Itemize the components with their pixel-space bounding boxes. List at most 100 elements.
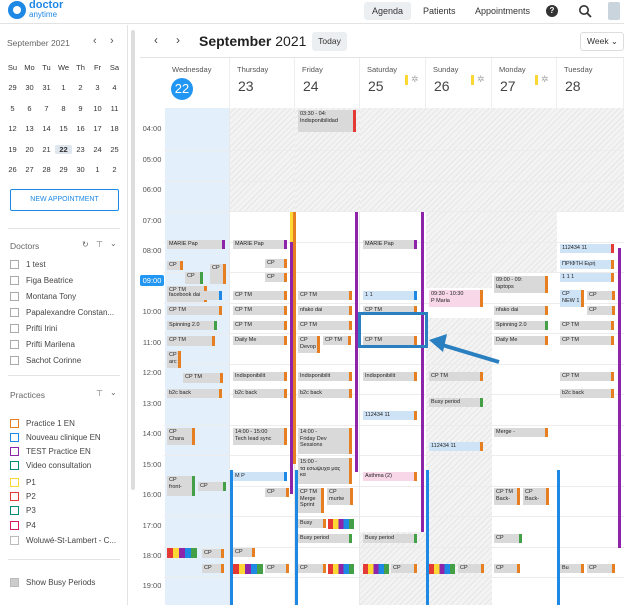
show-busy-toggle[interactable]: Show Busy Periods — [10, 578, 122, 587]
mini-day[interactable]: 30 — [25, 83, 34, 93]
event[interactable]: CP — [265, 488, 289, 497]
event[interactable]: MARIE Pap — [167, 240, 225, 249]
prev-week-icon[interactable]: ‹ — [154, 33, 158, 47]
event[interactable]: 03:30 - 04: Indisponibilidad — [298, 110, 356, 132]
event[interactable]: 112434 11 — [363, 411, 417, 420]
event[interactable]: Spinning 2.0 — [494, 321, 548, 330]
mini-day[interactable]: 16 — [76, 124, 85, 134]
chevron-down-icon[interactable]: ⌄ — [110, 239, 117, 248]
mini-day[interactable]: 3 — [95, 83, 100, 93]
checkbox[interactable] — [10, 419, 19, 428]
event[interactable]: CP Chara — [167, 428, 195, 445]
practice-item[interactable]: TEST Practice EN — [10, 447, 122, 456]
event[interactable]: CP TM — [233, 291, 287, 300]
practice-item[interactable]: P3 — [10, 506, 122, 515]
event[interactable]: CP — [587, 291, 615, 300]
today-button[interactable]: Today — [312, 32, 347, 51]
event-stack[interactable] — [363, 564, 389, 574]
mini-day[interactable]: 29 — [59, 165, 68, 175]
event[interactable]: CP — [202, 564, 224, 573]
event[interactable]: CP — [391, 564, 417, 573]
event[interactable]: Indisponibilit — [233, 372, 287, 381]
event[interactable]: CP NEW 1 — [560, 290, 584, 307]
mini-day[interactable]: 29 — [8, 83, 17, 93]
event[interactable]: CP — [298, 564, 326, 573]
checkbox[interactable] — [10, 461, 19, 470]
gear-icon[interactable]: ✲ — [477, 74, 485, 84]
event[interactable]: CP — [587, 564, 615, 573]
nav-appointments[interactable]: Appointments — [475, 6, 531, 16]
day-header-sat[interactable]: Saturday 25 ✲ — [360, 58, 426, 108]
event[interactable]: CP — [458, 564, 484, 573]
checkbox[interactable] — [10, 276, 19, 285]
user-avatar[interactable] — [608, 2, 620, 20]
new-appointment-button[interactable]: NEW APPOINTMENT — [10, 189, 119, 211]
event[interactable]: CP TM — [167, 336, 215, 346]
refresh-icon[interactable]: ↻ — [82, 240, 89, 249]
event[interactable]: CP TM — [233, 306, 287, 315]
mini-day[interactable]: 20 — [25, 144, 34, 154]
mini-day[interactable]: 27 — [25, 165, 34, 175]
mini-day[interactable]: 6 — [27, 103, 32, 113]
event[interactable]: ΠΡΙΦΤΗ Ειρή — [560, 260, 614, 269]
doctor-item[interactable]: Sachot Corinne — [10, 356, 122, 365]
checkbox[interactable] — [10, 260, 19, 269]
event[interactable]: CP — [167, 261, 183, 270]
practice-item[interactable]: Video consultation — [10, 461, 122, 470]
checkbox[interactable] — [10, 578, 19, 587]
mini-day[interactable]: 12 — [8, 124, 17, 134]
mini-day[interactable]: 31 — [42, 83, 51, 93]
event[interactable]: CP — [494, 564, 520, 573]
event[interactable]: CP — [210, 264, 226, 284]
event[interactable]: b2c back — [233, 389, 287, 398]
event[interactable]: CP — [185, 272, 203, 284]
mini-day[interactable]: 7 — [44, 103, 49, 113]
event[interactable]: CP — [198, 482, 226, 491]
nav-agenda[interactable]: Agenda — [364, 2, 412, 20]
event[interactable]: CP TM — [560, 372, 614, 381]
mini-next-icon[interactable]: › — [110, 35, 114, 47]
event[interactable]: b2c back — [167, 389, 222, 398]
gear-icon[interactable]: ✲ — [411, 74, 419, 84]
event[interactable]: nfako dai — [298, 306, 352, 315]
mini-day[interactable]: 1 — [61, 83, 66, 93]
event[interactable]: nfako dai — [494, 306, 548, 315]
day-column[interactable] — [295, 108, 360, 605]
event[interactable]: Asthma (2) — [363, 472, 417, 481]
day-header-mon[interactable]: Monday 27 ✲ — [492, 58, 557, 108]
filter-clear-icon[interactable]: ⊤ — [96, 240, 103, 249]
mini-day[interactable]: 15 — [59, 124, 68, 134]
mini-day[interactable]: 1 — [95, 165, 100, 175]
event[interactable]: CP Devop — [298, 336, 320, 353]
checkbox[interactable] — [10, 324, 19, 333]
doctor-item[interactable]: Papalexandre Constan... — [10, 308, 122, 317]
event[interactable]: CP — [202, 549, 224, 558]
event[interactable]: CP TM — [323, 336, 351, 345]
event[interactable]: Busy period — [429, 398, 483, 407]
doctor-item[interactable]: 1 test — [10, 260, 122, 269]
doctor-item[interactable]: Prifti Marilena — [10, 340, 122, 349]
event-stack[interactable] — [167, 548, 197, 558]
event[interactable]: 1 1 — [363, 291, 417, 300]
event[interactable]: Busy period — [298, 534, 352, 543]
event[interactable]: CP TM — [363, 336, 417, 345]
event[interactable]: 112434 11 — [429, 442, 483, 451]
doctor-item[interactable]: Figa Beatrice — [10, 276, 122, 285]
event[interactable]: Merge - — [494, 428, 548, 437]
mini-day[interactable]: 14 — [42, 124, 51, 134]
event[interactable]: CP TM — [560, 321, 614, 330]
event[interactable]: CP — [265, 259, 287, 268]
mini-day[interactable]: 13 — [25, 124, 34, 134]
help-icon[interactable]: ? — [546, 5, 558, 17]
mini-day[interactable]: 19 — [8, 144, 17, 154]
mini-day[interactable]: 5 — [10, 103, 15, 113]
event[interactable]: CP TM — [560, 336, 614, 345]
event[interactable]: CP — [265, 564, 289, 573]
checkbox[interactable] — [10, 506, 19, 515]
practice-item[interactable]: Woluwé-St-Lambert - C... — [10, 536, 122, 545]
event[interactable]: CP TM — [363, 306, 417, 315]
mini-day-selected[interactable]: 22 — [55, 144, 72, 154]
gear-icon[interactable]: ✲ — [541, 74, 549, 84]
event-stack[interactable] — [328, 519, 354, 529]
event[interactable]: CP — [233, 548, 255, 557]
